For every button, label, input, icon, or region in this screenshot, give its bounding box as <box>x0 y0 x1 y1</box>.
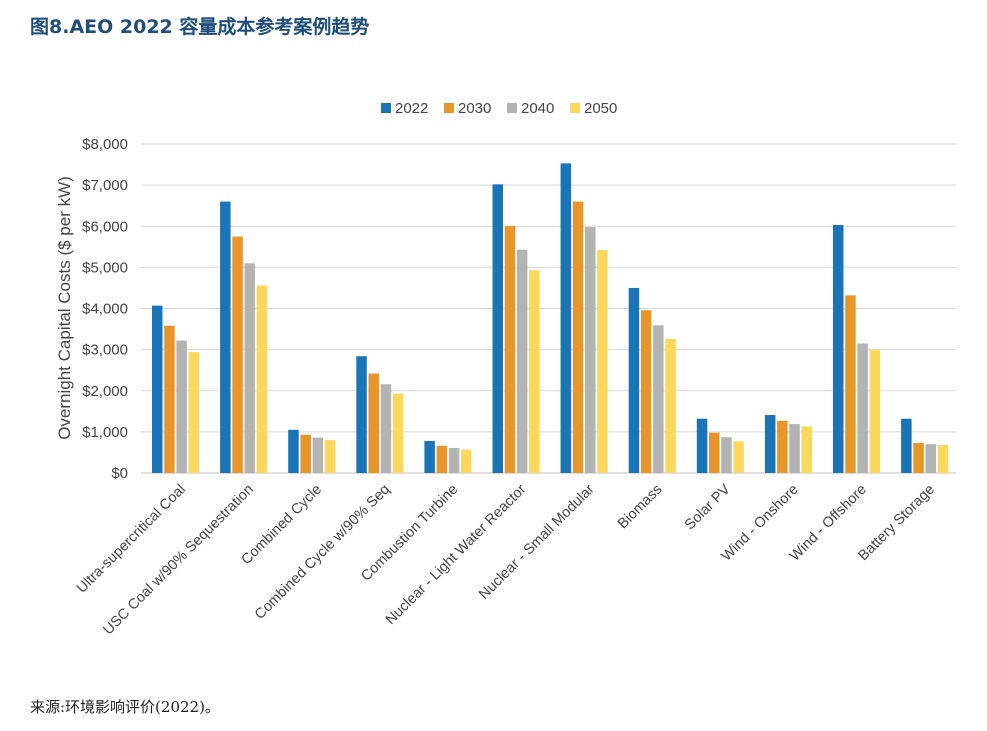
bar-2022 <box>424 440 435 473</box>
bar-2030 <box>640 310 652 473</box>
bar-2050 <box>392 393 404 473</box>
legend-swatch-2022 <box>381 103 391 113</box>
bar-2030 <box>709 432 720 473</box>
x-category-label: Combined Cycle w/90% Seq <box>252 482 393 623</box>
bar-2030 <box>164 325 175 473</box>
bar-2030 <box>232 236 243 473</box>
x-category-label: Solar PV <box>682 481 734 533</box>
bar-2022 <box>833 225 844 473</box>
bar-2022 <box>220 201 231 473</box>
bar-2040 <box>925 444 936 473</box>
bar-2050 <box>324 440 336 473</box>
x-category-label: Nuclear - Small Modular <box>476 481 597 602</box>
bar-2030 <box>504 225 516 473</box>
bar-2022 <box>356 356 367 473</box>
bar-2040 <box>585 227 596 473</box>
legend-swatch-2050 <box>570 103 580 113</box>
y-tick-label: $4,000 <box>82 301 128 318</box>
legend-swatch-2040 <box>507 103 517 113</box>
bar-2040 <box>516 249 528 473</box>
y-tick-label: $0 <box>111 465 128 482</box>
bar-2040 <box>176 340 187 473</box>
bar-2050 <box>529 270 540 473</box>
bars <box>152 163 949 474</box>
bar-2030 <box>913 442 924 473</box>
legend: 2022 2030 2040 2050 <box>381 100 617 117</box>
bar-2040 <box>380 384 392 473</box>
bar-2050 <box>188 352 200 473</box>
bar-2030 <box>845 295 856 473</box>
legend-swatch-2030 <box>444 103 454 113</box>
bar-2050 <box>801 426 812 473</box>
bar-2030 <box>436 445 448 473</box>
bar-2050 <box>256 285 268 473</box>
gridlines <box>141 143 956 474</box>
bar-2040 <box>244 263 255 473</box>
bar-2040 <box>312 437 324 473</box>
y-tick-label: $3,000 <box>82 342 128 359</box>
y-tick-label: $6,000 <box>82 218 128 235</box>
bar-2022 <box>492 184 503 474</box>
figure-title: 图8.AEO 2022 容量成本参考案例趋势 <box>30 16 370 38</box>
y-tick-label: $1,000 <box>82 424 128 441</box>
bar-2040 <box>653 325 664 473</box>
bar-2022 <box>901 418 912 473</box>
bar-2040 <box>448 447 460 473</box>
bar-2050 <box>733 441 744 473</box>
x-category-label: USC Coal w/90% Sequestration <box>100 482 257 639</box>
x-category-label: Ultra-supercritical Coal <box>74 482 189 597</box>
y-axis-title: Overnight Capital Costs ($ per kW) <box>55 176 74 440</box>
bar-2022 <box>628 287 640 473</box>
bar-2040 <box>789 424 800 473</box>
bar-2050 <box>869 349 881 473</box>
y-tick-label: $8,000 <box>82 136 128 153</box>
legend-label-2040: 2040 <box>521 100 554 117</box>
bar-2022 <box>764 415 776 473</box>
bar-2050 <box>937 445 949 473</box>
legend-label-2030: 2030 <box>458 100 491 117</box>
bar-2030 <box>777 420 788 473</box>
bar-2050 <box>461 449 472 473</box>
bar-2050 <box>597 250 608 473</box>
y-tick-label: $2,000 <box>82 383 128 400</box>
legend-label-2022: 2022 <box>395 100 428 117</box>
x-category-label: Nuclear - Light Water Reactor <box>383 481 530 628</box>
bar-2040 <box>857 343 868 473</box>
y-tick-label: $7,000 <box>82 177 128 194</box>
y-axis-ticks: $0 $1,000 $2,000 $3,000 $4,000 $5,000 $6,000 $7… <box>82 136 128 482</box>
bar-2030 <box>572 201 584 473</box>
legend-label-2050: 2050 <box>584 100 617 117</box>
bar-2022 <box>152 305 163 473</box>
x-category-label: Biomass <box>615 482 666 533</box>
bar-2030 <box>368 373 379 473</box>
y-tick-label: $5,000 <box>82 259 128 276</box>
bar-2040 <box>721 437 732 473</box>
bar-2030 <box>300 434 311 473</box>
bar-2050 <box>665 338 676 473</box>
bar-2022 <box>560 163 572 474</box>
bar-2022 <box>288 429 299 473</box>
figure-source: 来源:环境影响评价(2022)。 <box>30 698 220 716</box>
bar-2022 <box>696 418 708 473</box>
